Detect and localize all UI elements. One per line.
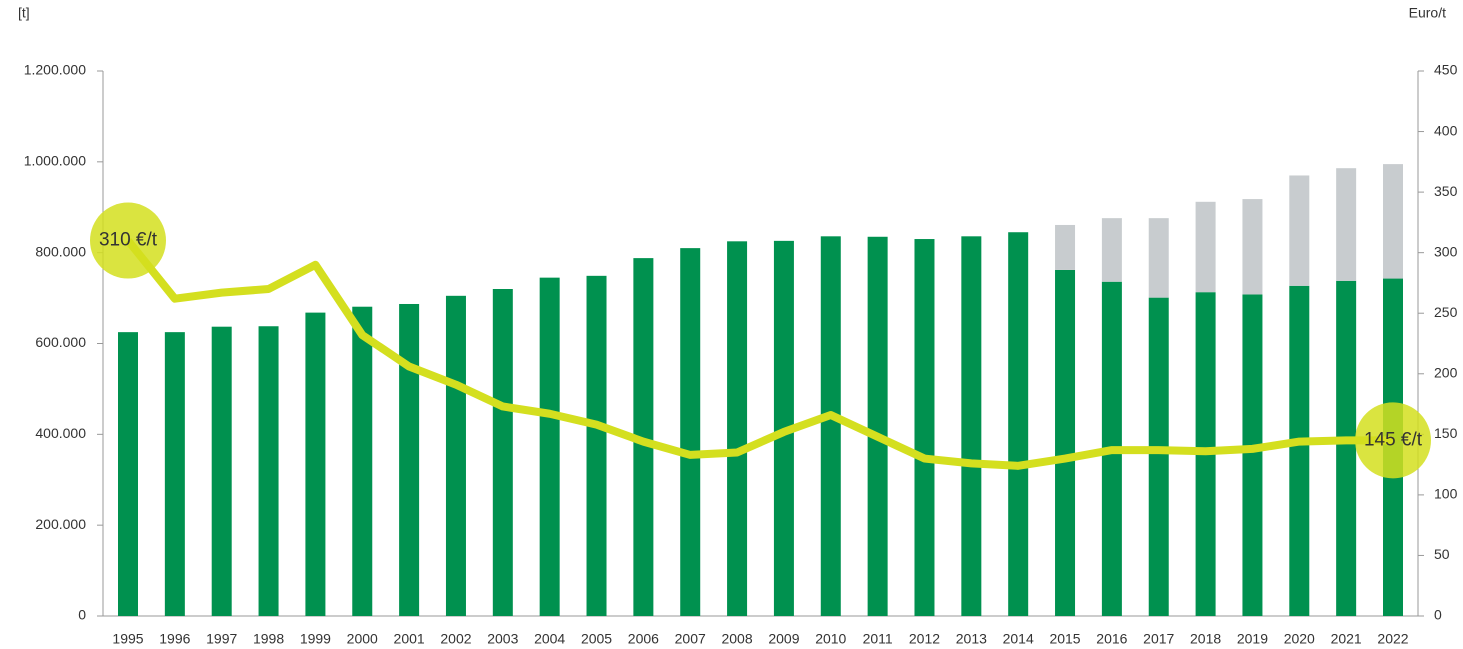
x-tick-label: 2014 <box>1003 631 1034 647</box>
x-tick-label: 2016 <box>1096 631 1127 647</box>
bar <box>258 326 279 616</box>
bar <box>1383 164 1403 279</box>
bar <box>1148 297 1169 616</box>
bar <box>867 236 888 617</box>
bar <box>820 236 841 617</box>
x-tick-label: 2012 <box>909 631 940 647</box>
y2-tick-label: 250 <box>1434 304 1458 320</box>
bar <box>1008 232 1029 616</box>
bar <box>914 239 935 616</box>
bar <box>1336 280 1357 616</box>
bar <box>1055 269 1076 616</box>
y2-axis-label: Euro/t <box>1409 5 1446 21</box>
y2-tick-label: 0 <box>1434 607 1442 623</box>
y2-tick-label: 300 <box>1434 243 1458 259</box>
bar <box>1242 199 1263 295</box>
x-tick-label: 1998 <box>253 631 284 647</box>
bar <box>118 332 138 616</box>
y2-tick-label: 450 <box>1434 62 1458 78</box>
bar <box>586 275 607 616</box>
bar <box>305 312 326 616</box>
x-tick-label: 1997 <box>206 631 237 647</box>
x-tick-label: 2010 <box>815 631 846 647</box>
x-tick-label: 2006 <box>628 631 659 647</box>
x-tick-label: 2000 <box>347 631 378 647</box>
bar <box>445 295 466 616</box>
x-tick-label: 2013 <box>956 631 987 647</box>
x-tick-label: 2004 <box>534 631 565 647</box>
y2-tick-label: 50 <box>1434 546 1450 562</box>
x-tick-label: 2018 <box>1190 631 1221 647</box>
y-tick-label: 600.000 <box>35 334 86 350</box>
x-tick-label: 2007 <box>675 631 706 647</box>
bar <box>961 236 982 617</box>
y2-tick-label: 200 <box>1434 364 1458 380</box>
x-tick-label: 2020 <box>1284 631 1315 647</box>
bar <box>1289 285 1310 616</box>
y-tick-label: 400.000 <box>35 425 86 441</box>
bar <box>1336 168 1357 281</box>
bar <box>399 303 420 616</box>
label-bubble <box>1355 402 1431 479</box>
bar <box>633 258 654 616</box>
bar <box>164 332 185 616</box>
bar <box>1101 218 1122 282</box>
label-bubble <box>90 202 166 279</box>
y2-tick-label: 350 <box>1434 183 1458 199</box>
x-tick-label: 1999 <box>300 631 331 647</box>
y-tick-label: 200.000 <box>35 516 86 532</box>
x-tick-label: 2008 <box>721 631 752 647</box>
bar <box>352 306 373 616</box>
x-tick-label: 2021 <box>1331 631 1362 647</box>
y-axis-label: [t] <box>18 5 30 21</box>
y2-tick-label: 400 <box>1434 122 1458 138</box>
x-tick-label: 2022 <box>1377 631 1408 647</box>
bar <box>539 277 560 616</box>
y2-tick-label: 100 <box>1434 486 1458 502</box>
x-tick-label: 1995 <box>112 631 143 647</box>
x-tick-label: 2009 <box>768 631 799 647</box>
bar <box>727 241 748 616</box>
bar <box>211 326 232 616</box>
bar <box>1195 201 1216 293</box>
bar <box>1242 294 1263 616</box>
bar <box>492 289 513 616</box>
bar <box>1148 218 1169 298</box>
value-label: 145 €/t <box>1364 429 1423 450</box>
line <box>124 238 1393 470</box>
y-tick-label: 1.000.000 <box>24 153 86 169</box>
x-tick-label: 2001 <box>394 631 425 647</box>
x-tick-label: 1996 <box>159 631 190 647</box>
x-tick-label: 2019 <box>1237 631 1268 647</box>
x-tick-label: 2011 <box>863 631 893 647</box>
x-tick-label: 2015 <box>1049 631 1080 647</box>
bar <box>1055 224 1076 270</box>
x-tick-label: 2005 <box>581 631 612 647</box>
y2-tick-label: 150 <box>1434 425 1458 441</box>
y-tick-label: 1.200.000 <box>24 62 86 78</box>
y-tick-label: 0 <box>78 607 86 623</box>
x-tick-label: 2002 <box>440 631 471 647</box>
x-tick-label: 2017 <box>1143 631 1174 647</box>
x-tick-label: 2003 <box>487 631 518 647</box>
value-label: 310 €/t <box>99 230 158 251</box>
bar <box>1289 175 1310 286</box>
bar <box>680 248 701 616</box>
y-tick-label: 800.000 <box>35 243 86 259</box>
